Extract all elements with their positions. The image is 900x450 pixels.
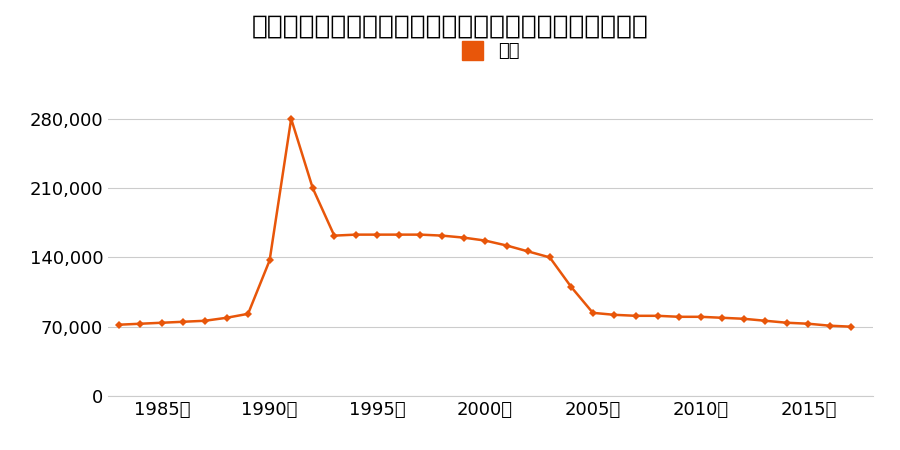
Text: 兵庫県川辺郡猪名川町松尾台２丁目２番２９の地価推移: 兵庫県川辺郡猪名川町松尾台２丁目２番２９の地価推移	[252, 14, 648, 40]
Legend: 価格: 価格	[454, 34, 526, 68]
